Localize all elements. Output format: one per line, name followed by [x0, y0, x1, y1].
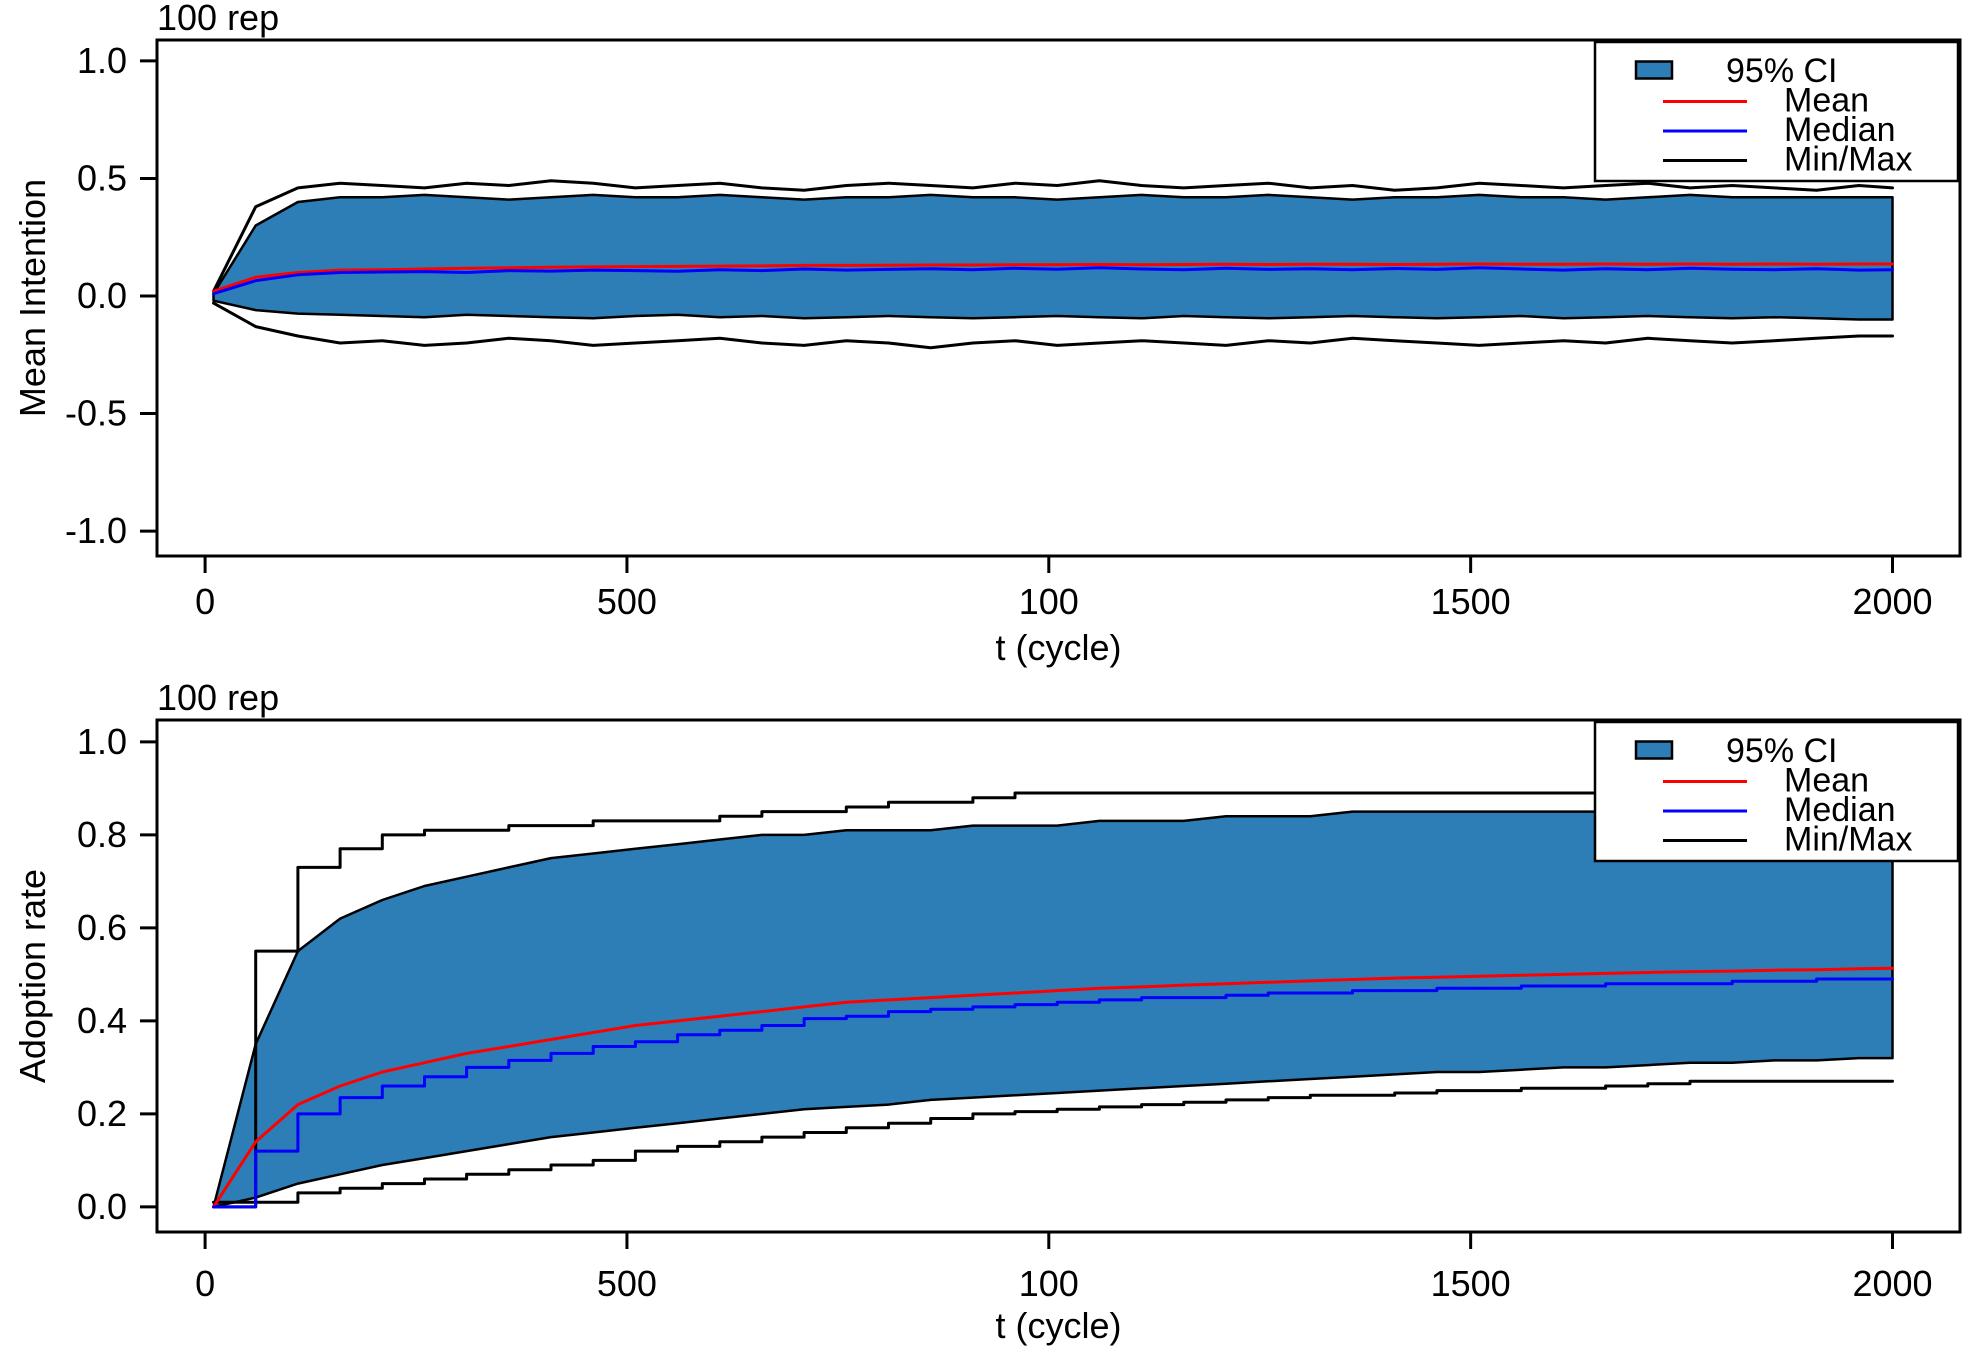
series-line-max [212, 179, 1894, 293]
y-tick-label: 1.0 [77, 721, 127, 762]
x-tick-label: 1500 [1431, 581, 1511, 622]
y-tick-label: 0.0 [77, 275, 127, 316]
series-line-median [212, 266, 1894, 296]
series-line-min [212, 1079, 1894, 1209]
x-tick-label: 100 [1019, 1263, 1079, 1304]
y-axis-label: Adoption rate [12, 869, 53, 1083]
chart-title: 100 rep [157, 0, 279, 38]
legend-label-minmax: Min/Max [1784, 821, 1912, 859]
y-tick-label: 0.5 [77, 157, 127, 198]
plot-border [155, 38, 1962, 558]
chart-panel-2: 100 rep 0 500 100 1500 2000 0.0 0.2 0.4 0.6 0.8 1.0… [12, 677, 1962, 1346]
x-tick-label: 0 [195, 1263, 215, 1304]
legend-label-ci: 95% CI [1726, 732, 1838, 770]
y-axis-label: Mean Intention [12, 179, 53, 417]
series-line-mean [212, 262, 1894, 293]
x-tick-label: 500 [597, 581, 657, 622]
series-line-max [212, 791, 1894, 1204]
ci-band [212, 805, 1894, 1209]
x-tick-label: 100 [1019, 581, 1079, 622]
y-tick-label: -0.5 [65, 393, 127, 434]
y-tick-label: -1.0 [65, 510, 127, 551]
x-axis-label: t (cycle) [996, 1305, 1122, 1346]
series-line-mean [212, 966, 1894, 1209]
legend-label-median: Median [1784, 111, 1896, 149]
x-tick-label: 1500 [1431, 1263, 1511, 1304]
plot-border [155, 718, 1962, 1234]
y-tick-label: 0.2 [77, 1093, 127, 1134]
legend-swatch-ci-box [1634, 60, 1674, 80]
legend-label-mean: Mean [1784, 82, 1869, 120]
legend-label-mean: Mean [1784, 762, 1869, 800]
x-tick-label: 0 [195, 581, 215, 622]
y-tick-label: 0.0 [77, 1186, 127, 1227]
x-axis-label: t (cycle) [996, 627, 1122, 668]
chart-title: 100 rep [157, 677, 279, 718]
ci-band [212, 193, 1894, 321]
legend-swatch-ci-box [1634, 740, 1674, 760]
y-tick-label: 1.0 [77, 40, 127, 81]
y-tick-label: 0.6 [77, 907, 127, 948]
y-tick-label: 0.8 [77, 814, 127, 855]
series-line-min [212, 301, 1894, 350]
x-tick-label: 2000 [1852, 581, 1932, 622]
y-tick-label: 0.4 [77, 1000, 127, 1041]
legend-label-median: Median [1784, 791, 1896, 829]
x-tick-label: 500 [597, 1263, 657, 1304]
series-line-median [212, 977, 1894, 1209]
x-tick-label: 2000 [1852, 1263, 1932, 1304]
chart-panel-1: 100 rep 0 500 100 1500 2000 -1.0 -0.5 0.0 0.5 1.0 t… [12, 0, 1962, 668]
legend-label-ci: 95% CI [1726, 52, 1838, 90]
legend-label-minmax: Min/Max [1784, 141, 1912, 179]
